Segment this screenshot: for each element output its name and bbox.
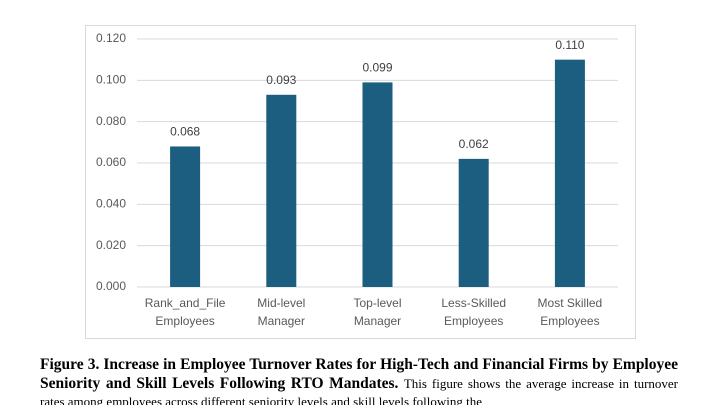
chart: 0.000 0.020 0.040 0.060 0.080 0.100 0.120 0.068… [85, 25, 636, 339]
x-tick-label: Manager [258, 314, 305, 328]
y-tick-label: 0.020 [96, 238, 126, 252]
data-label: 0.068 [170, 125, 200, 139]
y-tick-label: 0.060 [96, 155, 126, 169]
bar [554, 59, 585, 287]
x-tick-label: Top-level [353, 296, 401, 310]
data-label: 0.110 [555, 38, 584, 52]
x-tick-label: Manager [354, 314, 401, 328]
data-label: 0.093 [266, 73, 296, 87]
y-tick-label: 0.000 [96, 279, 126, 293]
y-tick-label: 0.040 [96, 197, 126, 211]
bar [458, 158, 489, 287]
bar [170, 146, 201, 287]
chart-frame [85, 25, 636, 339]
x-tick-label: Less-Skilled [441, 296, 506, 310]
x-tick-label: Most Skilled [538, 296, 603, 310]
x-tick-label: Employees [155, 314, 214, 328]
x-tick-label: Mid-level [257, 296, 305, 310]
caption-title: Figure 3. Increase in Employee Turnover … [40, 356, 678, 392]
x-tick-label: Employees [444, 314, 503, 328]
y-tick-label: 0.100 [96, 73, 126, 87]
x-tick-label: Rank_and_File [145, 296, 226, 310]
y-tick-label: 0.120 [96, 31, 126, 45]
y-tick-label: 0.080 [96, 114, 126, 128]
bar [362, 82, 393, 288]
data-label: 0.099 [362, 61, 392, 75]
bar [266, 94, 297, 287]
x-tick-label: Employees [540, 314, 599, 328]
caption-text: This figure shows the average increase i… [40, 375, 678, 405]
figure-caption: Figure 3. Increase in Employee Turnover … [40, 356, 678, 405]
data-label: 0.062 [459, 137, 489, 151]
